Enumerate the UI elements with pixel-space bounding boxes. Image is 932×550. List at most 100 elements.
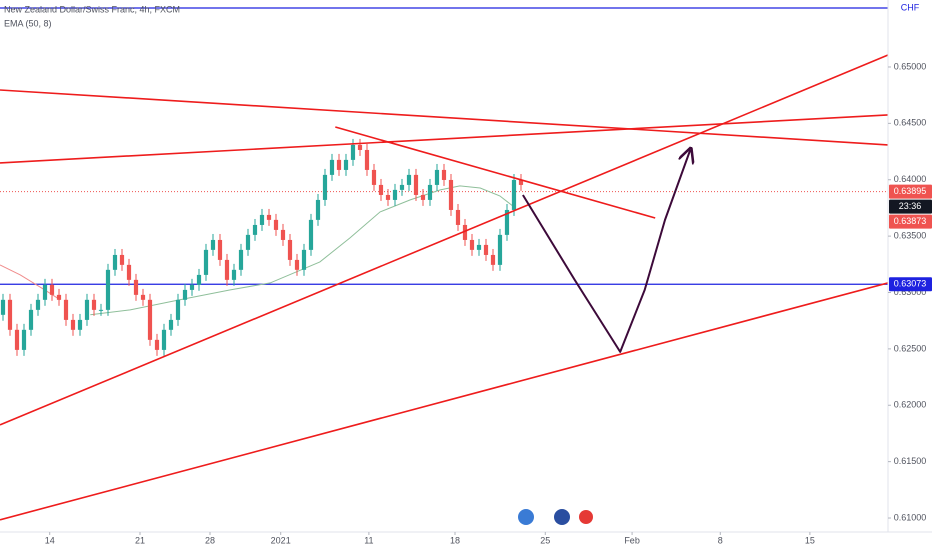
- candle-body: [336, 159, 342, 170]
- candle-body: [84, 299, 90, 320]
- flag-icon: [579, 510, 593, 524]
- candle-body: [63, 299, 69, 320]
- candle-body: [133, 279, 139, 295]
- x-tick-label: 28: [205, 535, 215, 545]
- countdown-label-box: [889, 199, 932, 214]
- y-tick-label: 0.64500: [894, 118, 927, 128]
- x-tick-label: 11: [364, 535, 373, 545]
- y-tick-label: 0.61500: [894, 456, 927, 466]
- x-tick-label: 25: [540, 535, 550, 545]
- candle-body: [210, 239, 216, 250]
- candle-body: [413, 174, 419, 195]
- price-label-box: [889, 184, 932, 199]
- candle-body: [371, 169, 377, 185]
- candle-body: [399, 184, 405, 190]
- candle-body: [483, 244, 489, 255]
- candle-body: [140, 294, 146, 300]
- candle-body: [476, 244, 482, 250]
- candle-body: [119, 254, 125, 265]
- bottom-icons: [518, 509, 593, 525]
- bid-label-text: 0.63873: [894, 216, 927, 226]
- candle-body: [154, 339, 160, 350]
- hand-drawn-path: [522, 150, 690, 353]
- price-label: CHF: [889, 1, 932, 16]
- price-label-text: 0.63895: [894, 186, 927, 196]
- candle-body: [42, 284, 48, 300]
- candle-body: [518, 179, 524, 185]
- y-tick-label: 0.62000: [894, 400, 927, 410]
- flag-icon: [518, 509, 534, 525]
- candle-body: [147, 299, 153, 340]
- candle-body: [350, 144, 356, 160]
- candle-body: [91, 299, 97, 310]
- candle-body: [329, 159, 335, 175]
- candle-body: [203, 249, 209, 275]
- candle-body: [217, 239, 223, 260]
- countdown-label: 23:36: [889, 199, 932, 214]
- candle-body: [224, 259, 230, 280]
- candle-body: [294, 259, 300, 270]
- chart-title: New Zealand Dollar/Swiss Franc, 4h, FXCM: [4, 4, 180, 14]
- candle-body: [189, 284, 195, 290]
- x-tick-label: 14: [45, 535, 55, 545]
- candle-body: [462, 224, 468, 240]
- candle-body: [28, 309, 34, 330]
- candle-body: [7, 299, 13, 330]
- y-tick-label: 0.64000: [894, 174, 927, 184]
- candle-body: [455, 209, 461, 225]
- candle-body: [392, 189, 398, 200]
- trend-line: [0, 282, 888, 521]
- countdown-label-text: 23:36: [899, 201, 922, 211]
- candle-body: [385, 194, 391, 200]
- trend-line: [0, 114, 888, 164]
- price-label-text: CHF: [901, 2, 920, 12]
- price-label-box: [889, 277, 932, 292]
- price-label: 0.63895: [889, 184, 932, 199]
- candle-body: [231, 269, 237, 280]
- candle-body: [301, 249, 307, 270]
- candle-body: [98, 309, 104, 311]
- candle-body: [77, 319, 83, 330]
- flag-icon: [554, 509, 570, 525]
- candle-body: [70, 319, 76, 330]
- candle-body: [259, 214, 265, 225]
- candle-body: [196, 274, 202, 285]
- candle-body: [105, 269, 111, 310]
- trend-line: [0, 54, 888, 426]
- candle-body: [448, 179, 454, 210]
- bid-label: 0.63873: [889, 214, 932, 229]
- price-label: 0.63073: [889, 277, 932, 292]
- candle-body: [357, 144, 363, 150]
- x-tick-label: 21: [135, 535, 145, 545]
- trend-line: [0, 89, 888, 146]
- y-tick-label: 0.62500: [894, 343, 927, 353]
- candle-body: [112, 254, 118, 270]
- candle-body: [308, 219, 314, 250]
- candle-body: [287, 239, 293, 260]
- y-tick-label: 0.63500: [894, 230, 927, 240]
- candle-body: [504, 209, 510, 235]
- trend-line: [335, 126, 656, 219]
- bid-label-box: [889, 214, 932, 229]
- x-tick-label: 8: [718, 535, 723, 545]
- indicator-label: EMA (50, 8): [4, 18, 52, 28]
- candle-body: [126, 264, 132, 280]
- x-tick-label: 18: [450, 535, 460, 545]
- candle-body: [322, 174, 328, 200]
- candle-body: [420, 194, 426, 200]
- candle-body: [280, 229, 286, 240]
- candle-body: [35, 299, 41, 310]
- y-tick-label: 0.61000: [894, 512, 927, 522]
- candle-body: [182, 289, 188, 300]
- candle-body: [245, 234, 251, 250]
- candle-body: [343, 159, 349, 170]
- x-tick-label: 2021: [271, 535, 291, 545]
- ema-line: [90, 185, 516, 316]
- candle-body: [238, 249, 244, 270]
- candle-body: [427, 184, 433, 200]
- plot-area: [0, 7, 888, 521]
- candle-body: [21, 329, 27, 350]
- x-tick-label: 15: [805, 535, 815, 545]
